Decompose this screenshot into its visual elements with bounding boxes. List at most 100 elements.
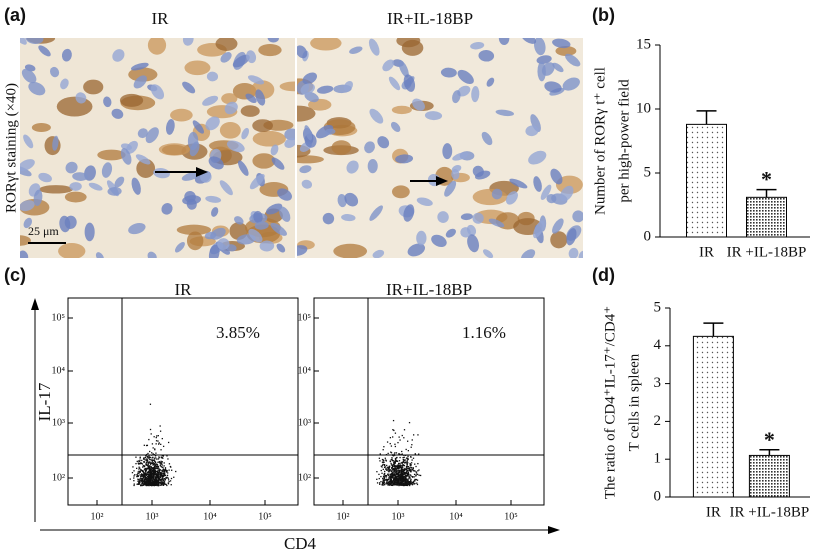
event-dot	[150, 484, 153, 487]
event-dot	[415, 472, 418, 474]
event-dot	[394, 471, 396, 473]
event-dot	[376, 482, 379, 484]
event-dot	[159, 479, 161, 481]
event-dot	[396, 460, 399, 462]
event-dot	[406, 461, 408, 463]
event-dot	[151, 461, 153, 463]
event-dot	[152, 467, 155, 470]
event-dot	[162, 483, 164, 486]
nucleus	[192, 120, 204, 134]
event-dot	[153, 470, 155, 472]
event-dot	[396, 483, 398, 486]
nucleus	[279, 206, 291, 222]
nucleus	[471, 86, 480, 103]
event-dot	[141, 479, 144, 481]
event-dot	[416, 483, 419, 486]
event-dot	[382, 484, 384, 486]
nucleus	[552, 62, 564, 73]
event-dot	[140, 479, 143, 481]
nucleus	[60, 78, 69, 90]
event-dot	[156, 470, 159, 472]
event-dot	[161, 456, 163, 459]
event-dot	[151, 476, 153, 478]
event-dot	[153, 468, 156, 470]
event-dot	[416, 473, 419, 476]
event-dot	[383, 464, 386, 466]
event-dot	[415, 474, 417, 476]
nucleus	[202, 95, 219, 106]
event-dot	[402, 473, 404, 475]
nucleus	[382, 59, 395, 72]
event-dot	[390, 481, 392, 484]
event-dot	[389, 477, 392, 479]
event-dot	[393, 468, 396, 470]
event-dot	[405, 471, 407, 473]
event-dot	[408, 469, 410, 471]
stained-cell	[333, 243, 368, 258]
event-dot	[139, 471, 141, 474]
y-axis-label: per high-power field	[616, 79, 632, 203]
event-dot	[154, 479, 156, 481]
event-dot	[133, 477, 135, 479]
event-dot	[153, 463, 155, 465]
nucleus	[533, 176, 542, 192]
event-dot	[387, 452, 389, 455]
event-dot	[133, 480, 135, 482]
event-dot	[413, 473, 416, 476]
y-tick-label: 10⁴	[52, 365, 66, 376]
event-dot	[161, 474, 164, 476]
nucleus	[482, 249, 494, 258]
event-dot	[388, 467, 390, 469]
nucleus	[388, 76, 401, 91]
event-dot	[381, 472, 383, 474]
event-dot	[141, 473, 143, 475]
nucleus	[49, 66, 60, 78]
event-dot	[399, 476, 401, 478]
event-dot	[380, 475, 382, 478]
event-dot	[155, 440, 158, 442]
event-dot	[147, 479, 149, 481]
event-dot	[408, 467, 411, 469]
event-dot	[417, 434, 419, 436]
nucleus	[211, 207, 219, 217]
event-dot	[396, 482, 398, 484]
event-dot	[160, 460, 162, 462]
event-dot	[385, 483, 387, 485]
event-dot	[141, 463, 144, 465]
event-dot	[408, 476, 410, 478]
event-dot	[150, 476, 152, 478]
axis-arrow	[31, 298, 39, 522]
event-dot	[403, 454, 405, 456]
event-dot	[147, 467, 149, 469]
event-dot	[386, 482, 388, 485]
nucleus	[161, 203, 173, 215]
event-dot	[161, 478, 163, 480]
event-dot	[144, 467, 146, 470]
event-dot	[157, 484, 159, 487]
y-tick-label: 5	[644, 164, 652, 180]
nucleus	[451, 165, 462, 173]
event-dot	[395, 477, 398, 479]
event-dot	[387, 466, 389, 468]
event-dot	[152, 483, 154, 486]
nucleus	[304, 91, 319, 103]
event-dot	[145, 481, 147, 483]
nucleus	[220, 52, 232, 63]
event-dot	[388, 470, 391, 472]
event-dot	[405, 457, 408, 459]
event-dot	[142, 482, 144, 484]
event-dot	[138, 460, 141, 462]
event-dot	[159, 484, 162, 486]
nucleus	[562, 77, 580, 91]
y-tick-label: 0	[644, 228, 652, 244]
event-dot	[385, 474, 388, 477]
event-dot	[392, 460, 394, 462]
x-tick-label: 10⁵	[258, 511, 272, 522]
event-dot	[409, 462, 411, 465]
stained-cell	[391, 105, 412, 115]
event-dot	[411, 481, 414, 483]
event-dot	[145, 454, 147, 457]
event-dot	[170, 466, 172, 468]
event-dot	[380, 469, 382, 472]
y-tick-label: 10²	[52, 472, 65, 483]
